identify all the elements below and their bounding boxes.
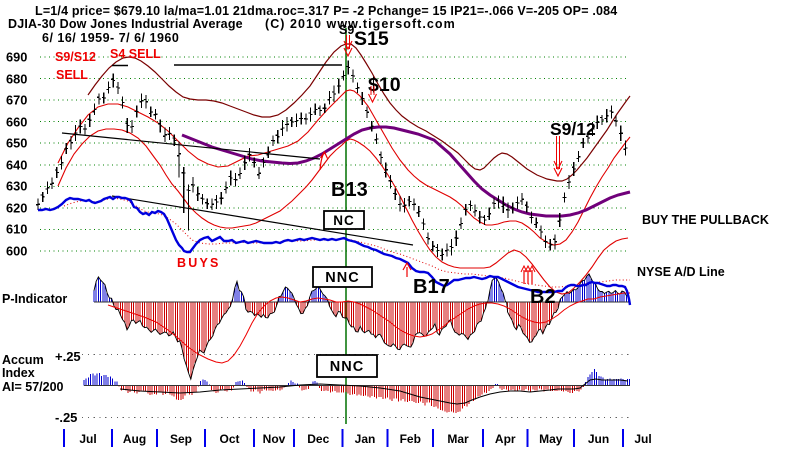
svg-text:BUYS: BUYS bbox=[177, 256, 221, 270]
svg-text:-.25: -.25 bbox=[55, 410, 77, 425]
svg-text:NYSE A/D Line: NYSE A/D Line bbox=[637, 265, 725, 279]
svg-text:B17: B17 bbox=[413, 276, 450, 298]
svg-text:NNC: NNC bbox=[325, 270, 359, 286]
svg-text:Aug: Aug bbox=[123, 432, 146, 446]
svg-text:B13: B13 bbox=[331, 179, 368, 201]
svg-text:620: 620 bbox=[6, 201, 27, 216]
svg-text:BUY THE PULLBACK: BUY THE PULLBACK bbox=[642, 213, 769, 227]
svg-text:Jan: Jan bbox=[355, 432, 376, 446]
svg-text:L=1/4 price= $679.10 la/ma=1: L=1/4 price= $679.10 la/ma=1.01 21dma.ro… bbox=[35, 4, 617, 18]
svg-text:600: 600 bbox=[6, 244, 27, 259]
svg-text:640: 640 bbox=[6, 158, 27, 173]
svg-text:SELL: SELL bbox=[56, 68, 88, 82]
svg-text:AI= 57/200: AI= 57/200 bbox=[2, 380, 64, 394]
svg-text:660: 660 bbox=[6, 115, 27, 130]
svg-text:NC: NC bbox=[333, 213, 355, 228]
svg-text:Sep: Sep bbox=[170, 432, 192, 446]
svg-text:Apr: Apr bbox=[495, 432, 516, 446]
svg-text:+.25: +.25 bbox=[55, 349, 81, 364]
svg-text:DJIA-30 Dow Jones Industrial: DJIA-30 Dow Jones Industrial Average bbox=[8, 17, 243, 31]
svg-text:Mar: Mar bbox=[447, 432, 469, 446]
svg-text:610: 610 bbox=[6, 222, 27, 237]
svg-text:P-Indicator: P-Indicator bbox=[2, 292, 67, 306]
svg-text:S9/12: S9/12 bbox=[550, 119, 596, 139]
svg-text:$10: $10 bbox=[368, 74, 401, 96]
svg-text:Index: Index bbox=[2, 366, 35, 380]
svg-text:630: 630 bbox=[6, 179, 27, 194]
svg-text:S4 SELL: S4 SELL bbox=[110, 47, 161, 61]
svg-text:S9/S12: S9/S12 bbox=[55, 50, 96, 64]
svg-text:Nov: Nov bbox=[263, 432, 286, 446]
svg-text:Accum: Accum bbox=[2, 353, 44, 367]
svg-text:Jul: Jul bbox=[79, 432, 96, 446]
svg-text:NNC: NNC bbox=[330, 359, 364, 375]
svg-text:(C) 2010 www.tigersoft.com: (C) 2010 www.tigersoft.com bbox=[265, 17, 456, 31]
svg-text:670: 670 bbox=[6, 93, 27, 108]
svg-text:Oct: Oct bbox=[219, 432, 239, 446]
svg-text:S9: S9 bbox=[339, 23, 354, 37]
svg-text:6/ 16/ 1959- 7/ 6/ 1960: 6/ 16/ 1959- 7/ 6/ 1960 bbox=[42, 31, 179, 45]
svg-text:Jun: Jun bbox=[588, 432, 609, 446]
svg-text:Jul: Jul bbox=[634, 432, 651, 446]
svg-text:Dec: Dec bbox=[307, 432, 329, 446]
svg-text:Feb: Feb bbox=[400, 432, 421, 446]
svg-text:650: 650 bbox=[6, 136, 27, 151]
svg-text:May: May bbox=[539, 432, 563, 446]
svg-text:S15: S15 bbox=[354, 28, 389, 50]
svg-text:B2: B2 bbox=[530, 286, 556, 308]
svg-text:690: 690 bbox=[6, 50, 27, 65]
svg-text:680: 680 bbox=[6, 72, 27, 87]
